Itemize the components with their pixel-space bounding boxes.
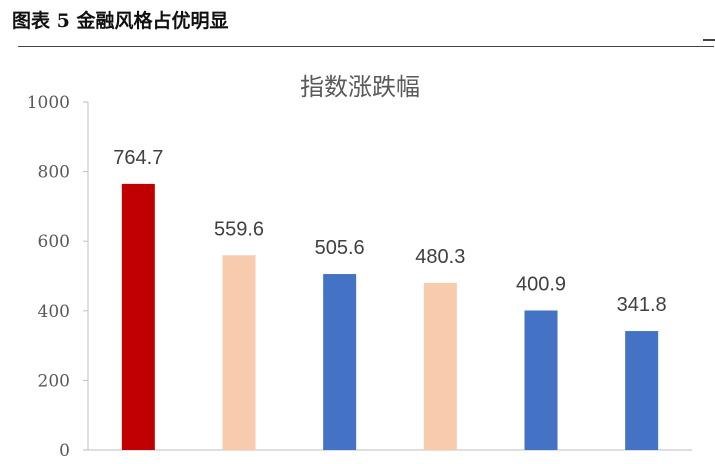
y-tick-label: 0 (59, 441, 70, 461)
title-rule-tick (703, 39, 715, 41)
y-tick-label: 200 (38, 371, 70, 391)
data-label: 505.6 (315, 237, 365, 259)
figure-title: 图表 5 金融风格占优明显 (12, 10, 229, 32)
y-tick-label: 400 (38, 302, 70, 322)
data-labels-group: 764.7 559.6 505.6 480.3 400.9 341.8 (113, 147, 666, 316)
data-label: 559.6 (214, 218, 264, 240)
title-rule (18, 46, 714, 47)
y-axis-ticks: 0 200 400 600 800 1000 (27, 93, 88, 461)
bar (222, 255, 256, 450)
bar (625, 331, 659, 450)
y-tick-label: 1000 (27, 93, 70, 113)
data-label: 400.9 (516, 273, 566, 295)
bar (323, 274, 357, 450)
data-label: 480.3 (415, 246, 465, 268)
data-label: 341.8 (617, 294, 667, 316)
bars-group (121, 183, 659, 450)
y-tick-label: 600 (38, 232, 70, 252)
bar (121, 183, 155, 450)
bar (524, 310, 558, 450)
data-label: 764.7 (113, 147, 163, 169)
chart-title: 指数涨跌幅 (300, 73, 420, 101)
y-tick-label: 800 (38, 163, 70, 183)
bar (423, 282, 457, 450)
